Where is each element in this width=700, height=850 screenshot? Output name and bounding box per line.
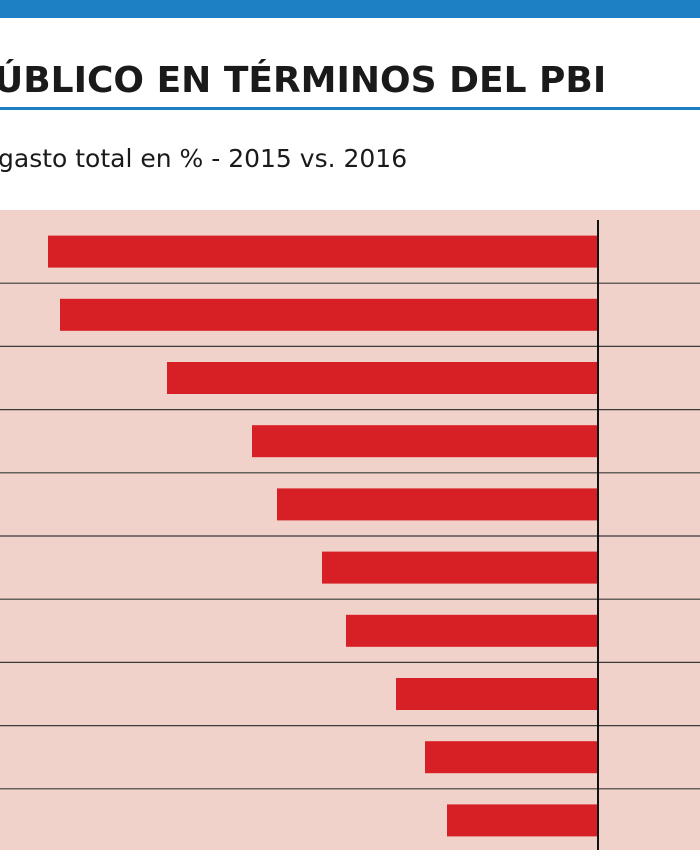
bar [447,804,598,837]
bar [167,362,598,394]
bar [425,741,598,774]
title-rule [0,107,700,110]
bar [60,298,598,331]
bar [396,678,598,710]
bar [322,551,598,584]
bar [48,235,598,268]
top-band [0,0,700,18]
bar [252,425,598,458]
bar [277,488,598,521]
bar [346,614,598,647]
plot [0,220,700,850]
chart-subtitle: gasto total en % - 2015 vs. 2016 [0,144,407,173]
chart-title: ÚBLICO EN TÉRMINOS DEL PBI [0,59,606,101]
